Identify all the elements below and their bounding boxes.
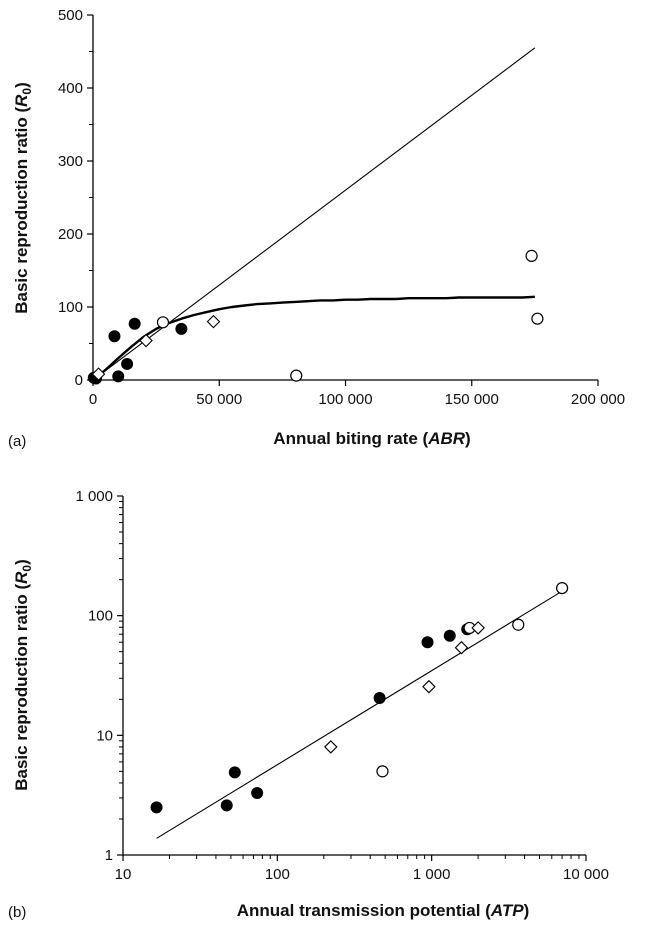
panel-a-x-tick-label: 0 bbox=[89, 391, 97, 408]
panel-b-point-filled-circle bbox=[150, 801, 163, 814]
panel-b-y-tick-label: 1 000 bbox=[75, 488, 113, 505]
panel-a-chart: 0 50 000 100 000 150 000 200 000 0 100 200 300 40… bbox=[8, 7, 625, 450]
panel-b-point-open-diamond bbox=[471, 621, 485, 635]
panel-b-x-tick-label: 100 bbox=[265, 866, 290, 883]
panel-a-point-open-diamond bbox=[139, 333, 153, 348]
panel-a-point-open-circle bbox=[531, 312, 544, 325]
panel-a-y-tick-label: 300 bbox=[58, 153, 83, 170]
panel-a-label: (a) bbox=[8, 433, 26, 450]
panel-a-x-tick-label: 100 000 bbox=[318, 391, 372, 408]
panel-b-point-filled-circle bbox=[421, 636, 434, 649]
panel-a-point-filled-circle bbox=[128, 317, 141, 330]
panel-a-point-open-diamond bbox=[91, 367, 106, 381]
panel-a-y-tick-label: 0 bbox=[75, 372, 83, 389]
panel-a-x-tick-label: 200 000 bbox=[571, 391, 625, 408]
panel-b-x-tick-label: 10 bbox=[115, 866, 132, 883]
panel-a-point-open-circle bbox=[156, 316, 170, 329]
panel-b-x-axis-title: Annual transmission potential (ATP) bbox=[237, 901, 530, 920]
panel-a-x-axis-title: Annual biting rate (ABR) bbox=[273, 429, 470, 448]
panel-b-point-filled-circle bbox=[443, 629, 456, 642]
panel-b-label: (b) bbox=[8, 904, 26, 921]
panel-b-point-open-circle bbox=[555, 581, 569, 595]
panel-a-y-tick-label: 400 bbox=[58, 80, 83, 97]
panel-a-saturating-line bbox=[92, 295, 535, 381]
panel-b-point-filled-circle bbox=[220, 799, 233, 812]
panel-b-y-tick-label: 100 bbox=[88, 608, 113, 625]
panel-a-straight-line bbox=[92, 47, 536, 381]
panel-b-point-filled-circle bbox=[251, 786, 264, 799]
panel-a-point-filled-circle bbox=[121, 357, 134, 370]
panel-a-x-tick-label: 150 000 bbox=[445, 391, 499, 408]
panel-b-point-filled-circle bbox=[373, 692, 386, 705]
panel-b-y-tick-label: 1 bbox=[105, 847, 113, 864]
panel-a-y-tick-label: 500 bbox=[58, 7, 83, 24]
panel-b-y-axis-title: Basic reproduction ratio (R0) bbox=[12, 559, 34, 791]
panel-b-x-tick-label: 10 000 bbox=[563, 866, 609, 883]
panel-a-x-tick-label: 50 000 bbox=[196, 391, 242, 408]
panel-a-y-axis-title: Basic reproduction ratio (R0) bbox=[12, 82, 34, 314]
panel-b-y-tick-label: 10 bbox=[96, 727, 113, 744]
panel-b-point-open-circle bbox=[512, 618, 525, 631]
panel-a-point-filled-circle bbox=[175, 322, 188, 335]
panel-a-point-open-circle bbox=[290, 369, 303, 382]
panel-a-point-open-circle bbox=[525, 249, 538, 262]
panel-b-point-filled-circle bbox=[228, 766, 241, 779]
panel-b-point-open-diamond bbox=[324, 740, 338, 754]
panel-a-point-filled-circle bbox=[108, 330, 121, 343]
panel-a-y-tick-label: 100 bbox=[58, 299, 83, 316]
panel-a-y-tick-label: 200 bbox=[58, 226, 83, 243]
panel-b-point-open-circle bbox=[376, 765, 389, 778]
panel-a-point-open-diamond bbox=[206, 314, 221, 329]
panel-b-fit-line bbox=[156, 590, 563, 839]
panel-a-point-filled-circle bbox=[112, 370, 125, 383]
panel-b-x-tick-label: 1 000 bbox=[413, 866, 451, 883]
panel-b-point-open-diamond bbox=[422, 679, 436, 694]
panel-b-point-open-diamond bbox=[454, 640, 469, 655]
